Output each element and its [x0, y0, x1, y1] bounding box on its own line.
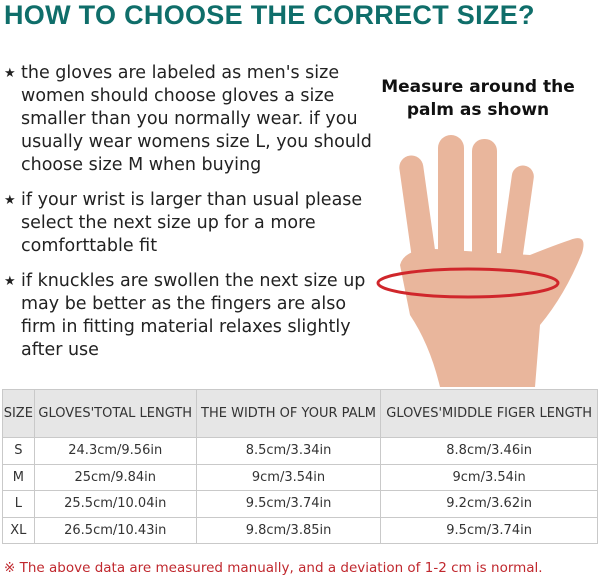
- table-cell: 9.5cm/3.74in: [195, 490, 382, 518]
- tip-text: if your wrist is larger than usual pleas…: [21, 190, 363, 256]
- tip-text: if knuckles are swollen the next size up…: [21, 271, 366, 360]
- tips-list: ★ the gloves are labeled as men's size wo…: [4, 62, 374, 374]
- header-total-length: GLOVES'TOTAL LENGTH: [33, 389, 197, 438]
- table-row: L 25.5cm/10.04in 9.5cm/3.74in 9.2cm/3.62in: [2, 490, 598, 518]
- table-cell: 25.5cm/10.04in: [33, 490, 197, 518]
- size-table: SIZE GLOVES'TOTAL LENGTH THE WIDTH OF YO…: [2, 389, 598, 544]
- page-title: HOW TO CHOOSE THE CORRECT SIZE?: [4, 0, 535, 30]
- table-row: M 25cm/9.84in 9cm/3.54in 9cm/3.54in: [2, 463, 598, 491]
- disclaimer-note: ※ The above data are measured manually, …: [4, 560, 543, 576]
- tip-item: ★ if your wrist is larger than usual plea…: [4, 189, 374, 258]
- table-cell: XL: [2, 516, 35, 544]
- table-row: XL 26.5cm/10.43in 9.8cm/3.85in 9.5cm/3.74in: [2, 516, 598, 544]
- table-cell: L: [2, 490, 35, 518]
- hand-illustration: [376, 135, 584, 387]
- table-cell: M: [2, 463, 35, 491]
- header-middle-finger: GLOVES'MIDDLE FIGER LENGTH: [380, 389, 598, 438]
- star-icon: ★: [4, 193, 16, 208]
- star-icon: ★: [4, 66, 16, 81]
- measure-caption: Measure around the palm as shown: [381, 77, 575, 120]
- header-size: SIZE: [2, 389, 35, 438]
- table-cell: 8.8cm/3.46in: [380, 437, 598, 465]
- table-cell: 9.8cm/3.85in: [195, 516, 382, 544]
- table-cell: 9cm/3.54in: [195, 463, 382, 491]
- table-cell: 26.5cm/10.43in: [33, 516, 197, 544]
- header-palm-width: THE WIDTH OF YOUR PALM: [195, 389, 382, 438]
- table-cell: 25cm/9.84in: [33, 463, 197, 491]
- table-cell: 9.2cm/3.62in: [380, 490, 598, 518]
- tip-text: the gloves are labeled as men's size wom…: [21, 63, 372, 175]
- table-row: S 24.3cm/9.56in 8.5cm/3.34in 8.8cm/3.46in: [2, 437, 598, 465]
- measure-arrow: [376, 267, 560, 299]
- tip-item: ★ if knuckles are swollen the next size u…: [4, 270, 374, 362]
- table-cell: 9cm/3.54in: [380, 463, 598, 491]
- table-cell: S: [2, 437, 35, 465]
- table-cell: 9.5cm/3.74in: [380, 516, 598, 544]
- tip-item: ★ the gloves are labeled as men's size wo…: [4, 62, 374, 177]
- star-icon: ★: [4, 274, 16, 289]
- table-cell: 24.3cm/9.56in: [33, 437, 197, 465]
- table-cell: 8.5cm/3.34in: [195, 437, 382, 465]
